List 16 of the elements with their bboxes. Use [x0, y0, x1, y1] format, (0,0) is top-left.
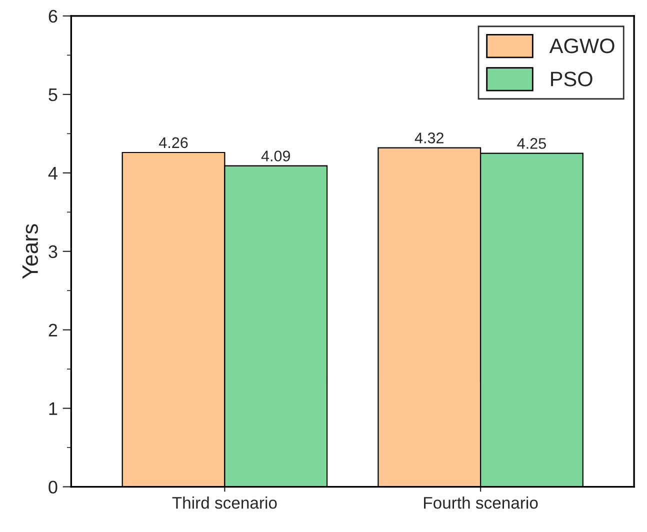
y-tick-label: 0	[48, 480, 58, 494]
y-tick-label: 5	[48, 88, 58, 102]
x-tick-label: Fourth scenario	[424, 496, 538, 509]
y-tick-label: 4	[48, 167, 58, 180]
data-label: 4.32	[414, 132, 444, 144]
data-label: 4.26	[159, 137, 188, 148]
y-tick-label: 2	[48, 324, 58, 336]
y-tick-label: 1	[49, 402, 58, 415]
legend-label: AGWO	[549, 38, 614, 54]
x-tick-label: Third scenario	[172, 496, 277, 509]
y-axis-title: Years	[22, 224, 38, 279]
data-label: 4.25	[517, 138, 546, 149]
y-tick-label: 3	[48, 245, 58, 258]
data-label: 4.09	[261, 150, 290, 162]
legend-label: PSO	[551, 72, 592, 86]
y-tick-label: 6	[48, 10, 58, 23]
